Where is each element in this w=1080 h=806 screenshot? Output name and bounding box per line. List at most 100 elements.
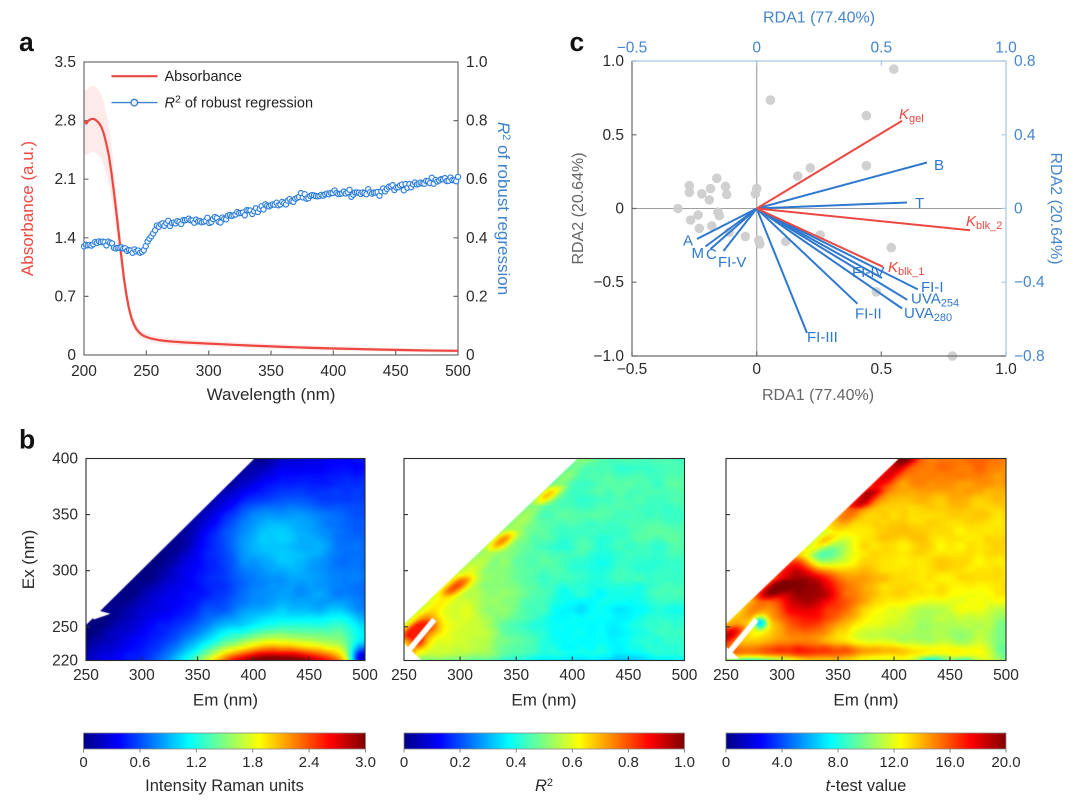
svg-text:b: b	[19, 425, 35, 455]
svg-text:Kgel: Kgel	[899, 106, 924, 125]
svg-text:0.8: 0.8	[618, 754, 639, 771]
svg-text:250: 250	[73, 667, 99, 684]
svg-text:0.8: 0.8	[1014, 53, 1036, 70]
svg-text:1.2: 1.2	[186, 754, 207, 771]
svg-text:450: 450	[296, 667, 322, 684]
svg-text:450: 450	[615, 667, 641, 684]
svg-text:2.1: 2.1	[54, 171, 76, 188]
svg-text:−0.5: −0.5	[617, 361, 648, 378]
svg-text:0.2: 0.2	[466, 288, 488, 305]
svg-text:350: 350	[825, 667, 851, 684]
svg-text:220: 220	[52, 653, 78, 670]
svg-text:8.0: 8.0	[828, 754, 849, 771]
svg-text:250: 250	[713, 667, 739, 684]
svg-text:450: 450	[383, 363, 409, 380]
svg-text:M: M	[692, 245, 705, 262]
svg-text:500: 500	[672, 667, 698, 684]
svg-text:Intensity Raman units: Intensity Raman units	[145, 777, 304, 795]
svg-text:1.8: 1.8	[242, 754, 263, 771]
svg-text:0.4: 0.4	[466, 230, 488, 247]
svg-text:500: 500	[993, 667, 1019, 684]
svg-text:300: 300	[52, 563, 78, 580]
svg-text:RDA2 (20.64%): RDA2 (20.64%)	[1047, 152, 1064, 264]
svg-text:−0.8: −0.8	[1014, 348, 1045, 365]
svg-text:−0.4: −0.4	[1014, 274, 1045, 291]
svg-text:350: 350	[258, 363, 284, 380]
svg-text:350: 350	[185, 667, 211, 684]
svg-text:3.0: 3.0	[355, 754, 376, 771]
svg-text:0.5: 0.5	[871, 40, 893, 57]
svg-text:20.0: 20.0	[991, 754, 1020, 771]
svg-text:R2 of robust regression: R2 of robust regression	[494, 122, 513, 295]
svg-text:Kblk_1: Kblk_1	[888, 259, 924, 278]
svg-text:300: 300	[447, 667, 473, 684]
svg-text:300: 300	[196, 363, 222, 380]
svg-text:0: 0	[79, 754, 87, 771]
svg-text:250: 250	[52, 619, 78, 636]
svg-text:Absorbance: Absorbance	[165, 69, 242, 85]
svg-text:2.4: 2.4	[299, 754, 320, 771]
svg-text:1.0: 1.0	[466, 54, 488, 71]
svg-text:0.7: 0.7	[54, 288, 76, 305]
svg-text:1.0: 1.0	[995, 40, 1017, 57]
svg-text:FI-IV: FI-IV	[852, 264, 885, 281]
svg-text:−1.0: −1.0	[593, 348, 624, 365]
svg-text:B: B	[934, 157, 944, 174]
svg-text:250: 250	[133, 363, 159, 380]
svg-text:0: 0	[1014, 201, 1023, 218]
svg-text:0: 0	[615, 201, 624, 218]
svg-text:t-test value: t-test value	[826, 777, 907, 795]
svg-text:1.0: 1.0	[995, 361, 1017, 378]
svg-text:c: c	[570, 27, 585, 57]
svg-text:T: T	[915, 195, 924, 212]
svg-text:400: 400	[52, 451, 78, 468]
svg-text:C: C	[706, 246, 717, 263]
svg-text:FI-I: FI-I	[921, 279, 944, 296]
svg-text:Em (nm): Em (nm)	[193, 691, 258, 710]
svg-text:250: 250	[391, 667, 417, 684]
svg-text:0.4: 0.4	[1014, 127, 1036, 144]
svg-text:1.0: 1.0	[602, 53, 624, 70]
svg-text:Em (nm): Em (nm)	[511, 691, 576, 710]
svg-text:300: 300	[769, 667, 795, 684]
svg-text:450: 450	[937, 667, 963, 684]
svg-text:0.8: 0.8	[466, 113, 488, 130]
svg-text:200: 200	[71, 363, 97, 380]
svg-text:400: 400	[881, 667, 907, 684]
svg-text:0.2: 0.2	[450, 754, 471, 771]
svg-text:350: 350	[503, 667, 529, 684]
svg-text:0: 0	[400, 754, 408, 771]
svg-text:a: a	[19, 27, 34, 57]
svg-text:R2: R2	[535, 777, 553, 795]
svg-text:0: 0	[466, 347, 475, 364]
svg-text:0.6: 0.6	[129, 754, 150, 771]
svg-text:FI-V: FI-V	[718, 254, 746, 271]
svg-text:0.6: 0.6	[466, 171, 488, 188]
svg-text:−0.5: −0.5	[593, 274, 624, 291]
svg-text:R2 of robust regression: R2 of robust regression	[165, 94, 314, 112]
svg-text:400: 400	[559, 667, 585, 684]
svg-text:RDA2 (20.64%): RDA2 (20.64%)	[570, 152, 587, 264]
svg-text:FI-III: FI-III	[807, 329, 838, 346]
svg-text:400: 400	[240, 667, 266, 684]
svg-text:300: 300	[129, 667, 155, 684]
svg-text:FI-II: FI-II	[855, 306, 882, 323]
svg-text:0.5: 0.5	[602, 127, 624, 144]
svg-text:3.5: 3.5	[54, 54, 76, 71]
svg-text:Wavelength (nm): Wavelength (nm)	[207, 385, 336, 404]
svg-text:RDA1 (77.40%): RDA1 (77.40%)	[763, 10, 875, 27]
svg-text:0.6: 0.6	[562, 754, 583, 771]
svg-text:400: 400	[320, 363, 346, 380]
svg-text:1.0: 1.0	[674, 754, 695, 771]
svg-text:0.4: 0.4	[506, 754, 527, 771]
svg-text:4.0: 4.0	[772, 754, 793, 771]
svg-text:1.4: 1.4	[54, 230, 76, 247]
svg-text:12.0: 12.0	[879, 754, 908, 771]
svg-text:16.0: 16.0	[935, 754, 964, 771]
svg-text:500: 500	[352, 667, 378, 684]
svg-text:0: 0	[722, 754, 730, 771]
svg-text:RDA1 (77.40%): RDA1 (77.40%)	[762, 387, 874, 404]
svg-text:A: A	[683, 233, 693, 250]
svg-text:500: 500	[445, 363, 471, 380]
svg-text:0: 0	[67, 347, 76, 364]
